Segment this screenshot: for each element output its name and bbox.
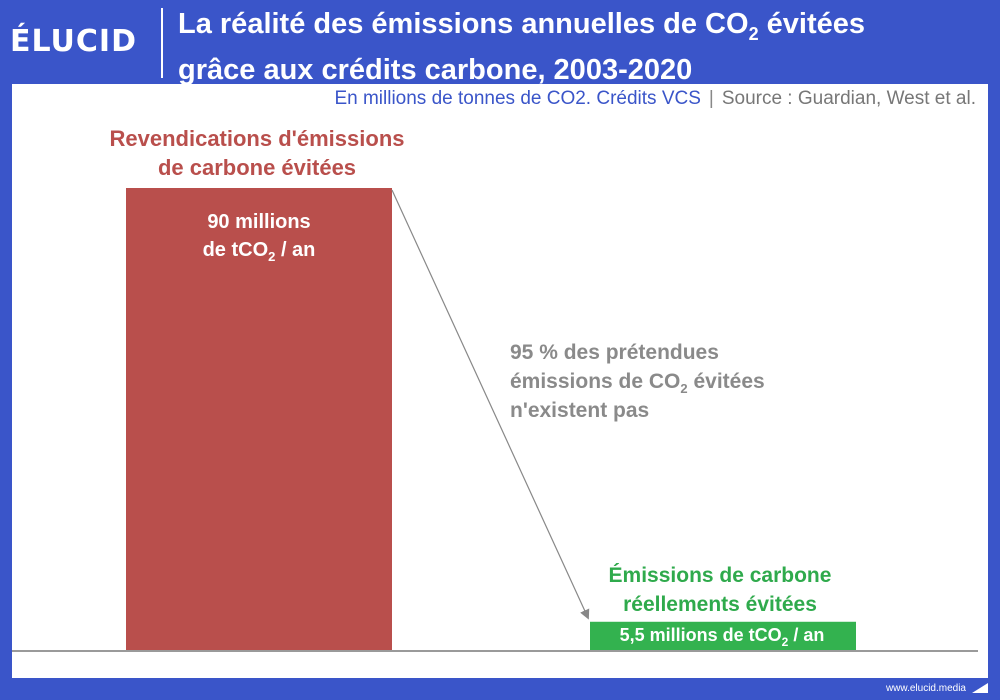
- bar1-value-post: / an: [275, 239, 315, 261]
- bar-actual: [590, 621, 856, 650]
- bar2-value-post: / an: [788, 625, 824, 645]
- elucid-mark-icon: [972, 683, 988, 693]
- bar1-value-sub: 2: [268, 249, 275, 264]
- svg-text:Émissions de carbone: Émissions de carbone: [609, 564, 832, 587]
- svg-text:réellements évitées: réellements évitées: [623, 593, 817, 616]
- chart-panel: En millions de tonnes de CO2. Crédits VC…: [12, 84, 988, 678]
- svg-text:émissions de CO2 évitées: émissions de CO2 évitées: [510, 370, 765, 396]
- footer-url[interactable]: www.elucid.media: [885, 683, 966, 694]
- title-line1-post: évitées: [758, 8, 865, 40]
- bar2-value-pre: 5,5 millions de tCO: [620, 625, 782, 645]
- annotation-line1: 95 % des prétendues: [510, 341, 719, 364]
- annotation-line2-sub: 2: [680, 381, 687, 396]
- bar1-value-pre: de tCO: [203, 239, 269, 261]
- bar-chart: Revendications d'émissions de carbone év…: [12, 126, 978, 652]
- bar-claimed: [126, 188, 392, 650]
- subtitle-source: Source : Guardian, West et al.: [721, 88, 976, 109]
- annotation-line2-pre: émissions de CO: [510, 370, 680, 393]
- svg-text:de carbone évitées: de carbone évitées: [158, 155, 356, 180]
- svg-text:95 % des prétendues: 95 % des prétendues: [510, 341, 719, 364]
- elucid-logo: ÉLUCID: [10, 24, 137, 59]
- svg-text:de tCO2 / an: de tCO2 / an: [203, 239, 316, 264]
- header-divider: [161, 8, 163, 78]
- drop-arrow: [391, 189, 590, 620]
- bar1-label-line1: Revendications d'émissions: [110, 126, 405, 151]
- annotation-line3: n'existent pas: [510, 399, 649, 422]
- header: ÉLUCID La réalité des émissions annuelle…: [0, 0, 1000, 86]
- bar2-label-line1: Émissions de carbone: [609, 564, 832, 587]
- bar2-label-line2: réellements évitées: [623, 593, 817, 616]
- bar1-value-line1: 90 millions: [207, 211, 310, 233]
- chart-title: La réalité des émissions annuelles de CO…: [178, 6, 988, 88]
- subtitle-separator: |: [708, 88, 714, 109]
- annotation-line2-post: évitées: [688, 370, 765, 393]
- subtitle-main: En millions de tonnes de CO2. Crédits VC…: [334, 88, 701, 109]
- svg-text:Revendications d'émissions: Revendications d'émissions: [110, 126, 405, 151]
- svg-text:5,5 millions de tCO2 / an: 5,5 millions de tCO2 / an: [620, 625, 825, 649]
- title-sub: 2: [748, 23, 759, 44]
- svg-text:90 millions: 90 millions: [207, 211, 310, 233]
- bar1-label-line2: de carbone évitées: [158, 155, 356, 180]
- title-line2: grâce aux crédits carbone, 2003-2020: [178, 53, 693, 86]
- bar2-value-sub: 2: [782, 635, 789, 649]
- subtitle: En millions de tonnes de CO2. Crédits VC…: [334, 88, 976, 110]
- title-line1-pre: La réalité des émissions annuelles de CO: [178, 8, 749, 40]
- svg-text:n'existent pas: n'existent pas: [510, 399, 649, 422]
